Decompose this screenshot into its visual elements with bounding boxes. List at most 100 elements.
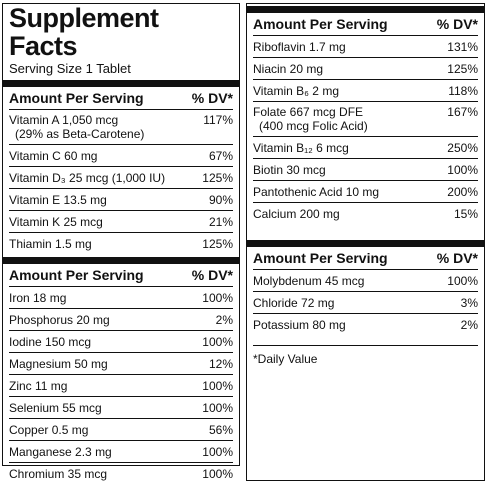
nutrient-note: (400 mcg Folic Acid) xyxy=(259,119,368,133)
nutrient-name: Phosphorus 20 mg xyxy=(9,312,110,327)
nutrient-cell: Folate 667 mcg DFE (400 mcg Folic Acid) xyxy=(253,105,368,133)
daily-value: 67% xyxy=(208,148,233,163)
dv-header: % DV* xyxy=(436,250,478,266)
nutrient-cell: Pantothenic Acid 10 mg xyxy=(253,185,379,199)
section: Amount Per Serving % DV* Riboflavin 1.7 mg… xyxy=(247,6,484,224)
nutrient-row: Copper 0.5 mg 56% xyxy=(9,419,233,441)
nutrient-name: Potassium 80 mg xyxy=(253,317,346,332)
nutrient-row: Vitamin D₃ 25 mcg (1,000 IU) 125% xyxy=(9,167,233,189)
nutrient-row: Folate 667 mcg DFE (400 mcg Folic Acid) 16… xyxy=(253,102,478,137)
nutrient-note: (29% as Beta-Carotene) xyxy=(15,127,145,141)
dv-header: % DV* xyxy=(436,16,478,32)
dv-header: % DV* xyxy=(191,267,233,283)
nutrient-cell: Calcium 200 mg xyxy=(253,207,340,221)
daily-value: 100% xyxy=(447,162,478,177)
nutrient-name: Magnesium 50 mg xyxy=(9,356,108,371)
thick-rule xyxy=(3,257,239,264)
nutrient-cell: Manganese 2.3 mg xyxy=(9,445,112,459)
nutrient-name: Vitamin B₆ 2 mg xyxy=(253,83,339,98)
nutrient-cell: Thiamin 1.5 mg xyxy=(9,237,92,251)
nutrient-row: Riboflavin 1.7 mg 131% xyxy=(253,36,478,58)
nutrient-name: Niacin 20 mg xyxy=(253,61,324,76)
daily-value: 15% xyxy=(453,206,478,221)
serving-size: Serving Size 1 Tablet xyxy=(9,61,131,76)
nutrient-cell: Selenium 55 mcg xyxy=(9,401,102,415)
nutrient-name: Vitamin C 60 mg xyxy=(9,148,98,163)
nutrient-row: Biotin 30 mcg 100% xyxy=(253,159,478,181)
daily-value: 125% xyxy=(202,236,233,251)
nutrient-row: Zinc 11 mg 100% xyxy=(9,375,233,397)
daily-value: 167% xyxy=(447,105,478,119)
amount-header: Amount Per Serving xyxy=(253,250,388,266)
nutrient-row: Niacin 20 mg 125% xyxy=(253,58,478,80)
nutrient-cell: Iodine 150 mcg xyxy=(9,335,91,349)
daily-value: 90% xyxy=(208,192,233,207)
nutrient-name: Zinc 11 mg xyxy=(9,378,68,393)
daily-value: 100% xyxy=(447,273,478,288)
nutrient-row: Pantothenic Acid 10 mg 200% xyxy=(253,181,478,203)
nutrient-name: Pantothenic Acid 10 mg xyxy=(253,184,380,199)
nutrient-name: Iodine 150 mcg xyxy=(9,334,92,349)
daily-value: 131% xyxy=(447,39,478,54)
nutrient-row: Thiamin 1.5 mg 125% xyxy=(9,233,233,254)
daily-value: 2% xyxy=(215,312,233,327)
nutrient-name: Riboflavin 1.7 mg xyxy=(253,39,346,54)
section-header: Amount Per Serving % DV* xyxy=(253,13,478,36)
daily-value: 100% xyxy=(202,466,233,481)
daily-value: 56% xyxy=(208,422,233,437)
nutrient-cell: Vitamin E 13.5 mg xyxy=(9,193,107,207)
nutrient-name: Selenium 55 mcg xyxy=(9,400,102,415)
nutrient-name: Vitamin E 13.5 mg xyxy=(9,192,107,207)
nutrient-name: Manganese 2.3 mg xyxy=(9,444,112,459)
nutrient-row: Vitamin C 60 mg 67% xyxy=(9,145,233,167)
daily-value: 21% xyxy=(208,214,233,229)
daily-value: 125% xyxy=(447,61,478,76)
daily-value: 3% xyxy=(460,295,478,310)
daily-value: 125% xyxy=(202,170,233,185)
right-panel: Amount Per Serving % DV* Riboflavin 1.7 mg… xyxy=(246,3,485,481)
section-header: Amount Per Serving % DV* xyxy=(253,247,478,270)
nutrient-row: Calcium 200 mg 15% xyxy=(253,203,478,224)
nutrient-name: Chromium 35 mcg xyxy=(9,466,108,481)
nutrient-cell: Potassium 80 mg xyxy=(253,318,346,332)
section-header: Amount Per Serving % DV* xyxy=(9,264,233,287)
nutrient-row: Phosphorus 20 mg 2% xyxy=(9,309,233,331)
nutrient-row: Vitamin K 25 mcg 21% xyxy=(9,211,233,233)
nutrient-name: Thiamin 1.5 mg xyxy=(9,236,92,251)
nutrient-row: Manganese 2.3 mg 100% xyxy=(9,441,233,463)
daily-value: 100% xyxy=(202,290,233,305)
section: Amount Per Serving % DV* Molybdenum 45 mcg… xyxy=(247,240,484,335)
thick-rule xyxy=(247,240,484,247)
nutrient-cell: Vitamin B₁₂ 6 mcg xyxy=(253,141,349,155)
nutrient-name: Calcium 200 mg xyxy=(253,206,340,221)
nutrient-cell: Phosphorus 20 mg xyxy=(9,313,110,327)
nutrient-row: Molybdenum 45 mcg 100% xyxy=(253,270,478,292)
daily-value: 100% xyxy=(202,400,233,415)
amount-header: Amount Per Serving xyxy=(253,16,388,32)
dv-header: % DV* xyxy=(191,90,233,106)
daily-value: 117% xyxy=(203,113,233,127)
nutrient-name: Vitamin A 1,050 mcg xyxy=(9,113,119,127)
nutrient-row: Vitamin B₁₂ 6 mcg 250% xyxy=(253,137,478,159)
title: Supplement Facts xyxy=(9,3,159,61)
daily-value: 250% xyxy=(447,140,478,155)
nutrient-cell: Chromium 35 mcg xyxy=(9,467,107,481)
nutrient-row: Vitamin B₆ 2 mg 118% xyxy=(253,80,478,102)
nutrient-cell: Niacin 20 mg xyxy=(253,62,323,76)
nutrient-name: Vitamin D₃ 25 mcg (1,000 IU) xyxy=(9,170,166,185)
section-header: Amount Per Serving % DV* xyxy=(9,87,233,110)
nutrient-cell: Vitamin A 1,050 mcg (29% as Beta-Carotene… xyxy=(9,113,144,141)
amount-header: Amount Per Serving xyxy=(9,267,144,283)
left-panel: Supplement Facts Serving Size 1 Tablet A… xyxy=(2,3,240,481)
nutrient-cell: Zinc 11 mg xyxy=(9,379,67,393)
nutrient-cell: Magnesium 50 mg xyxy=(9,357,108,371)
nutrient-row: Chromium 35 mcg 100% xyxy=(9,463,233,484)
nutrient-name: Molybdenum 45 mcg xyxy=(253,273,365,288)
nutrient-cell: Molybdenum 45 mcg xyxy=(253,274,364,288)
footnote: *Daily Value xyxy=(253,345,478,366)
section: Amount Per Serving % DV* Iron 18 mg 100% Pho… xyxy=(3,257,239,484)
amount-header: Amount Per Serving xyxy=(9,90,144,106)
section: Amount Per Serving % DV* Vitamin A 1,050 m… xyxy=(3,80,239,254)
nutrient-row: Iodine 150 mcg 100% xyxy=(9,331,233,353)
